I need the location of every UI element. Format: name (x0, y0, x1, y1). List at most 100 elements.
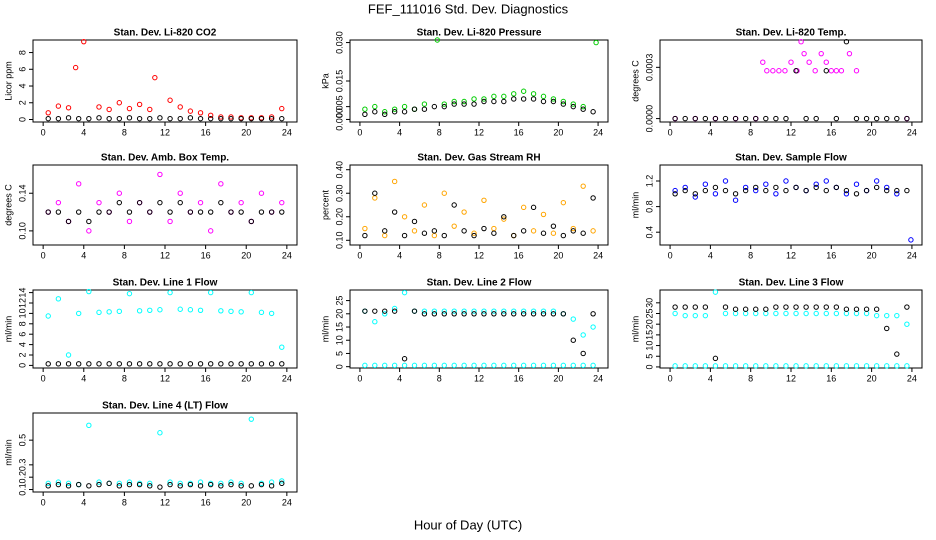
point (540, 362, 547, 369)
point (147, 106, 153, 113)
point (570, 103, 576, 110)
point (580, 183, 586, 189)
point (803, 304, 809, 310)
point (207, 289, 214, 296)
point (382, 109, 388, 115)
point (742, 115, 749, 122)
x-tick-label: 24 (907, 373, 917, 383)
point (763, 187, 769, 194)
y-tick-label: 15 (644, 330, 654, 340)
x-tick-label: 0 (357, 127, 362, 137)
point (86, 218, 92, 225)
point (248, 115, 255, 122)
point (904, 187, 910, 194)
y-tick-label: 25 (334, 296, 344, 306)
point (441, 308, 447, 314)
point (798, 39, 804, 45)
y-tick-label: 5 (644, 354, 654, 359)
x-tick-label: 16 (826, 373, 836, 383)
plot-box (32, 412, 298, 493)
point (501, 93, 507, 100)
x-tick-label: 16 (514, 250, 524, 260)
point (894, 312, 900, 319)
point (491, 311, 497, 317)
point (75, 481, 82, 488)
point (451, 101, 457, 107)
point (401, 214, 408, 220)
panel-title: Stan. Dev. Line 4 (LT) Flow (102, 401, 228, 412)
point (773, 184, 779, 191)
point (441, 362, 447, 369)
x-tick-label: 4 (397, 373, 402, 383)
x-tick-label: 20 (241, 250, 251, 260)
point (65, 352, 72, 358)
point (268, 483, 275, 489)
point (197, 483, 204, 489)
point (248, 361, 255, 367)
point (520, 362, 527, 369)
point (96, 361, 102, 367)
point (116, 361, 123, 367)
point (702, 181, 709, 187)
point (801, 50, 807, 57)
point (96, 479, 102, 485)
y-tick-label: 15 (334, 322, 344, 332)
point (177, 190, 183, 196)
point (793, 184, 799, 191)
point (742, 184, 749, 191)
point (580, 106, 586, 112)
point (894, 363, 900, 369)
y-tick-label: 20 (334, 309, 344, 319)
x-tick-label: 16 (514, 373, 524, 383)
plot-box (659, 289, 923, 369)
panel-title: Stan. Dev. Gas Stream RH (417, 153, 540, 164)
point (813, 184, 819, 191)
point (218, 199, 224, 206)
point (461, 311, 467, 317)
point (45, 361, 51, 367)
point (520, 311, 527, 317)
x-tick-label: 20 (241, 497, 251, 507)
point (702, 312, 709, 319)
point (501, 311, 507, 317)
point (126, 115, 133, 121)
point (590, 324, 596, 330)
point (853, 191, 860, 197)
point (908, 237, 914, 243)
point (692, 115, 698, 122)
y-axis-label: degrees C (3, 184, 13, 226)
point (813, 304, 819, 310)
x-tick-label: 20 (553, 250, 563, 260)
point (106, 480, 112, 487)
point (491, 230, 497, 236)
x-tick-label: 16 (201, 497, 211, 507)
point (86, 228, 92, 234)
point (177, 483, 183, 489)
y-tick-label: 0.8 (644, 200, 654, 213)
point (753, 363, 759, 369)
y-tick-label: 0.015 (334, 70, 344, 93)
y-tick-label: 0.4 (644, 226, 654, 239)
point (753, 184, 759, 191)
x-tick-label: 16 (826, 127, 836, 137)
point (471, 311, 477, 317)
point (75, 115, 82, 122)
x-tick-label: 20 (867, 127, 877, 137)
point (813, 363, 819, 369)
point (773, 304, 779, 310)
point (431, 311, 438, 317)
x-tick-label: 4 (81, 373, 86, 383)
y-tick-label: 6 (17, 67, 27, 72)
y-tick-label: 2 (17, 352, 27, 357)
point (692, 191, 698, 197)
panel-title: Stan. Dev. Sample Flow (735, 153, 847, 164)
point (530, 308, 537, 314)
point (401, 356, 408, 362)
point (207, 115, 214, 122)
point (65, 218, 72, 225)
point (248, 289, 255, 296)
point (218, 115, 224, 122)
x-axis-label: Hour of Day (UTC) (414, 517, 522, 532)
point (773, 191, 779, 197)
